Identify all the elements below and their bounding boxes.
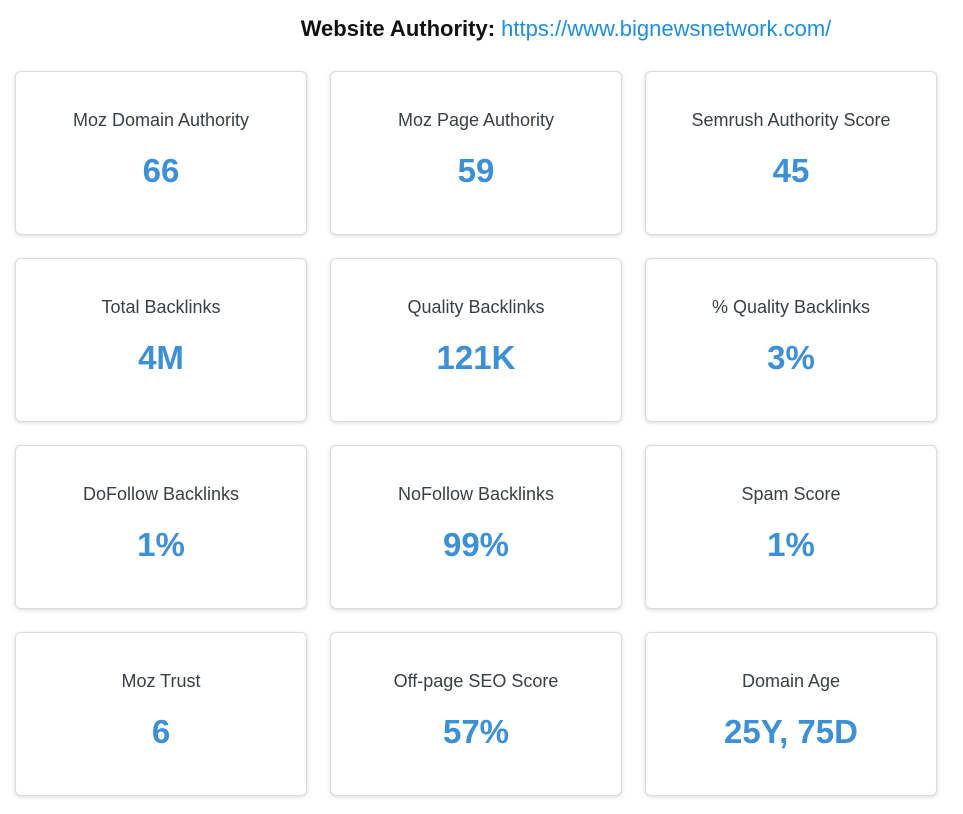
metric-card-moz-trust: Moz Trust 6 <box>15 632 307 796</box>
metric-value: 99% <box>442 526 510 563</box>
metric-value: 25Y, 75D <box>724 713 858 750</box>
metric-value: 57% <box>442 713 510 750</box>
metric-card-moz-page-authority: Moz Page Authority 59 <box>330 71 622 235</box>
metric-title: Moz Trust <box>121 671 201 691</box>
metric-card-spam-score: Spam Score 1% <box>645 445 937 609</box>
metric-value: 4M <box>138 339 184 376</box>
metric-card-quality-backlinks: Quality Backlinks 121K <box>330 258 622 422</box>
metric-value: 66 <box>142 152 180 189</box>
metric-value: 1% <box>767 526 815 563</box>
metric-card-nofollow-backlinks: NoFollow Backlinks 99% <box>330 445 622 609</box>
metric-title: NoFollow Backlinks <box>397 484 555 504</box>
website-url-link[interactable]: https://www.bignewsnetwork.com/ <box>501 16 832 41</box>
metric-card-semrush-authority-score: Semrush Authority Score 45 <box>645 71 937 235</box>
metric-value: 3% <box>767 339 815 376</box>
metric-title: Domain Age <box>741 671 841 691</box>
metric-value: 1% <box>137 526 185 563</box>
metric-title: DoFollow Backlinks <box>82 484 240 504</box>
metric-title: % Quality Backlinks <box>711 297 871 317</box>
metric-card-percent-quality-backlinks: % Quality Backlinks 3% <box>645 258 937 422</box>
metric-value: 45 <box>772 152 810 189</box>
metric-title: Off-page SEO Score <box>393 671 559 691</box>
metric-value: 6 <box>151 713 171 750</box>
website-authority-label: Website Authority: <box>300 16 496 41</box>
metric-value: 59 <box>457 152 495 189</box>
metric-card-off-page-seo-score: Off-page SEO Score 57% <box>330 632 622 796</box>
metric-card-dofollow-backlinks: DoFollow Backlinks 1% <box>15 445 307 609</box>
metric-title: Moz Page Authority <box>397 110 555 130</box>
metric-value: 121K <box>436 339 516 376</box>
metric-card-total-backlinks: Total Backlinks 4M <box>15 258 307 422</box>
metric-title: Spam Score <box>741 484 841 504</box>
metrics-grid: Moz Domain Authority 66 Moz Page Authori… <box>15 71 937 796</box>
metric-title: Total Backlinks <box>101 297 221 317</box>
metric-title: Quality Backlinks <box>407 297 545 317</box>
metric-title: Moz Domain Authority <box>72 110 250 130</box>
page-header: Website Authority: https://www.bignewsne… <box>0 14 963 44</box>
metric-card-domain-age: Domain Age 25Y, 75D <box>645 632 937 796</box>
metric-card-moz-domain-authority: Moz Domain Authority 66 <box>15 71 307 235</box>
metric-title: Semrush Authority Score <box>691 110 891 130</box>
